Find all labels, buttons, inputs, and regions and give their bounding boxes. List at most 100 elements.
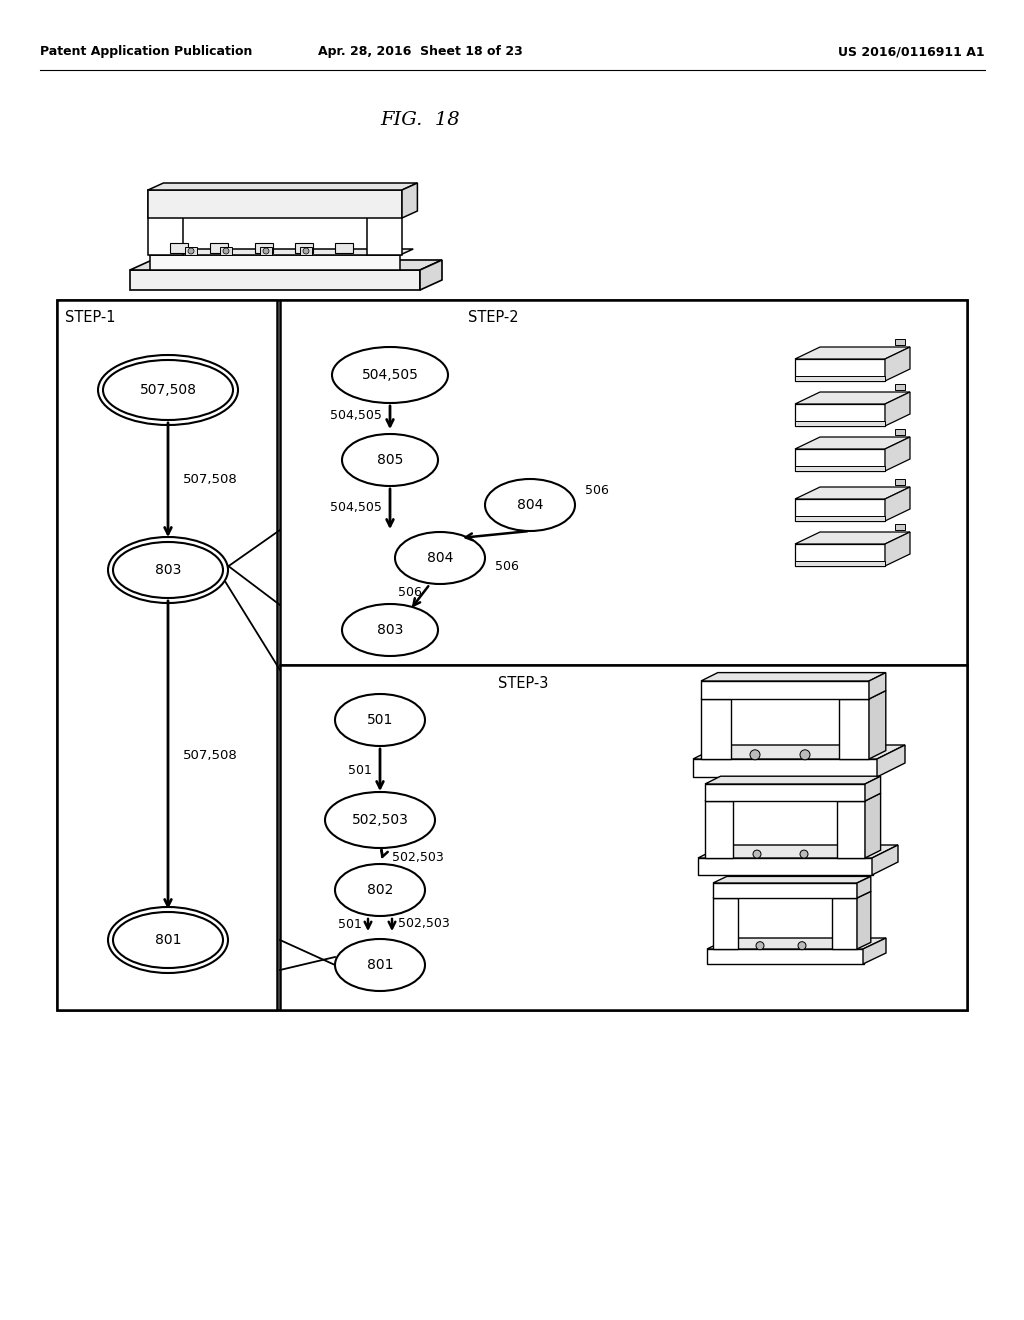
Text: 504,505: 504,505 — [330, 408, 382, 421]
Polygon shape — [130, 260, 442, 271]
Text: 501: 501 — [348, 763, 372, 776]
Ellipse shape — [113, 912, 223, 968]
Ellipse shape — [113, 543, 223, 598]
Circle shape — [756, 941, 764, 949]
Ellipse shape — [103, 360, 233, 420]
Polygon shape — [713, 876, 870, 883]
Polygon shape — [795, 376, 885, 381]
Polygon shape — [885, 487, 910, 521]
Polygon shape — [863, 939, 886, 964]
Text: 507,508: 507,508 — [183, 474, 238, 487]
Polygon shape — [795, 516, 885, 521]
Ellipse shape — [325, 792, 435, 847]
Polygon shape — [869, 690, 886, 759]
Circle shape — [188, 248, 194, 253]
Ellipse shape — [335, 939, 425, 991]
Bar — [170, 243, 188, 253]
Polygon shape — [877, 744, 905, 777]
Polygon shape — [885, 532, 910, 566]
Polygon shape — [865, 793, 881, 858]
Text: 502,503: 502,503 — [398, 917, 450, 931]
Text: Patent Application Publication: Patent Application Publication — [40, 45, 252, 58]
Polygon shape — [148, 183, 418, 190]
Bar — [713, 898, 738, 949]
Polygon shape — [150, 255, 400, 271]
Polygon shape — [795, 532, 910, 544]
Polygon shape — [701, 690, 748, 700]
Bar — [300, 247, 312, 255]
Circle shape — [303, 248, 309, 253]
Bar — [335, 243, 353, 253]
Circle shape — [800, 850, 808, 858]
Bar — [367, 190, 402, 255]
Polygon shape — [420, 260, 442, 290]
Text: 804: 804 — [427, 550, 454, 565]
Bar — [707, 949, 864, 964]
Text: 502,503: 502,503 — [351, 813, 409, 828]
Polygon shape — [795, 359, 885, 381]
Polygon shape — [705, 776, 881, 784]
Polygon shape — [713, 891, 752, 898]
Bar — [698, 858, 873, 875]
Bar — [57, 300, 967, 1010]
Text: 801: 801 — [367, 958, 393, 972]
Polygon shape — [795, 561, 885, 566]
Polygon shape — [705, 793, 749, 801]
Bar — [280, 300, 967, 665]
Polygon shape — [150, 249, 414, 255]
Polygon shape — [857, 876, 870, 898]
Bar — [895, 479, 905, 484]
Polygon shape — [795, 449, 885, 471]
Text: 803: 803 — [155, 564, 181, 577]
Text: FIG.  18: FIG. 18 — [380, 111, 460, 129]
Polygon shape — [701, 673, 886, 681]
Polygon shape — [837, 793, 881, 801]
Bar — [57, 300, 278, 1010]
Bar — [255, 243, 273, 253]
Ellipse shape — [108, 907, 228, 973]
Circle shape — [750, 750, 760, 760]
Text: 507,508: 507,508 — [183, 748, 238, 762]
Ellipse shape — [108, 537, 228, 603]
Ellipse shape — [335, 865, 425, 916]
Bar — [295, 243, 313, 253]
Polygon shape — [885, 392, 910, 426]
Text: STEP-3: STEP-3 — [498, 676, 549, 690]
Polygon shape — [795, 421, 885, 426]
Polygon shape — [839, 690, 886, 700]
Polygon shape — [698, 845, 898, 858]
Polygon shape — [865, 776, 881, 801]
Text: 506: 506 — [585, 483, 609, 496]
Text: 504,505: 504,505 — [330, 502, 382, 515]
Bar — [185, 247, 197, 255]
Ellipse shape — [485, 479, 575, 531]
Circle shape — [263, 248, 269, 253]
Polygon shape — [795, 347, 910, 359]
Polygon shape — [795, 392, 910, 404]
Circle shape — [798, 941, 806, 949]
Bar — [831, 898, 857, 949]
Polygon shape — [857, 891, 870, 949]
Text: STEP-2: STEP-2 — [468, 310, 518, 326]
Polygon shape — [795, 466, 885, 471]
Ellipse shape — [342, 605, 438, 656]
Bar — [260, 247, 272, 255]
Text: 501: 501 — [338, 917, 362, 931]
Polygon shape — [869, 673, 886, 700]
Text: 507,508: 507,508 — [139, 383, 197, 397]
Text: 802: 802 — [367, 883, 393, 898]
Bar — [839, 700, 869, 759]
Text: 805: 805 — [377, 453, 403, 467]
Polygon shape — [402, 183, 418, 218]
Bar — [210, 243, 228, 253]
Bar — [148, 190, 402, 218]
Bar — [148, 190, 183, 255]
Text: STEP-1: STEP-1 — [65, 310, 116, 326]
Polygon shape — [885, 437, 910, 471]
Bar — [895, 339, 905, 345]
Polygon shape — [795, 437, 910, 449]
Polygon shape — [795, 499, 885, 521]
Bar — [280, 665, 967, 1010]
Text: 804: 804 — [517, 498, 543, 512]
Text: 506: 506 — [398, 586, 422, 598]
